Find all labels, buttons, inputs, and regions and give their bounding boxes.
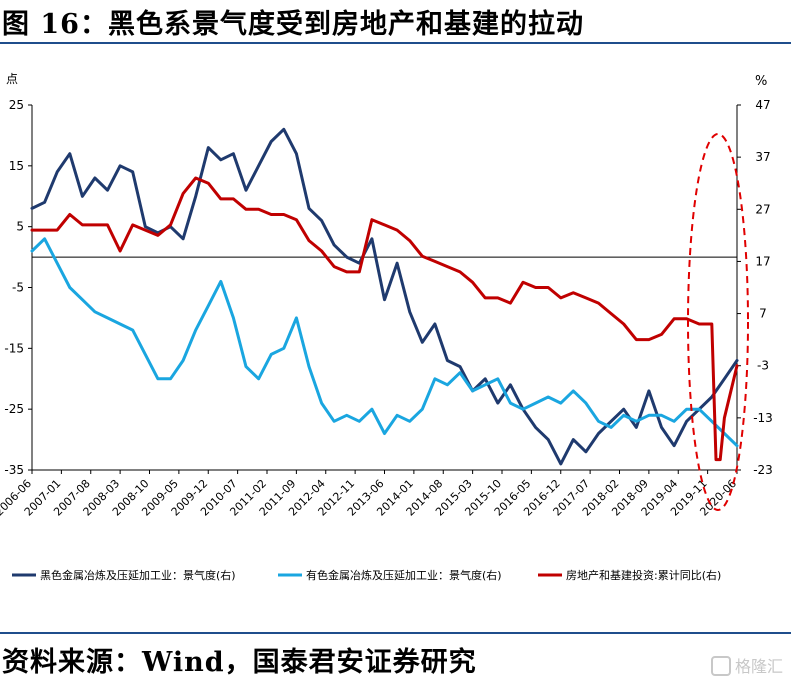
left-tick-label: 5 (16, 220, 24, 234)
right-tick-label: -3 (757, 359, 769, 373)
bottom-divider (0, 632, 791, 634)
chart-annotation (687, 133, 749, 511)
right-tick-label: 37 (755, 150, 770, 164)
left-tick-label: -15 (4, 341, 24, 355)
line-chart: 25155-5-15-25-35点473727177-3-13-23%2006-… (0, 72, 773, 582)
watermark-logo: 格隆汇 (710, 653, 783, 677)
figure-title: 图 16：黑色系景气度受到房地产和基建的拉动 (2, 9, 584, 40)
legend-label-3: 房地产和基建投资:累计同比(右) (566, 568, 721, 582)
left-tick-label: -35 (4, 463, 24, 477)
right-axis-unit: % (755, 74, 767, 89)
chart-series (30, 127, 739, 466)
left-tick-label: -5 (12, 281, 24, 295)
right-tick-label: 17 (755, 254, 770, 268)
left-tick-label: 25 (9, 98, 24, 112)
left-tick-label: -25 (4, 402, 24, 416)
left-tick-label: 15 (9, 159, 24, 173)
series-line-1 (30, 127, 739, 466)
series-line-3 (30, 176, 739, 462)
legend-label-2: 有色金属冶炼及压延加工业：景气度(右) (306, 568, 502, 582)
legend-label-1: 黑色金属冶炼及压延加工业：景气度(右) (40, 568, 236, 582)
right-tick-label: -23 (753, 463, 773, 477)
source-note: 资料来源：Wind，国泰君安证券研究 (2, 647, 477, 678)
chart-legend: 黑色金属冶炼及压延加工业：景气度(右) 有色金属冶炼及压延加工业：景气度(右) 房地… (12, 568, 721, 582)
highlight-ellipse (687, 133, 749, 511)
left-axis-unit: 点 (6, 72, 18, 86)
right-tick-label: 47 (755, 98, 770, 112)
right-tick-label: 7 (759, 307, 767, 321)
watermark-icon (710, 656, 731, 676)
right-tick-label: 27 (755, 202, 770, 216)
series-line-2 (30, 237, 739, 448)
top-divider (0, 42, 791, 44)
watermark-text: 格隆汇 (734, 657, 783, 676)
right-tick-label: -13 (753, 411, 773, 425)
